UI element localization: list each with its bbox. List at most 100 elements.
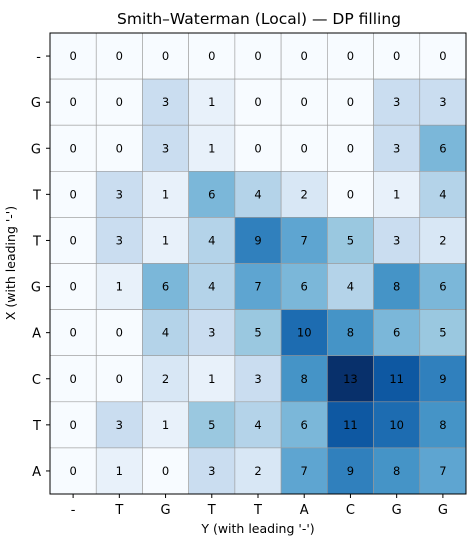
cell-value-label: 1	[393, 187, 400, 201]
cell-value-label: 1	[162, 233, 169, 247]
heatmap-cell	[234, 124, 282, 172]
heatmap-cell	[188, 401, 236, 449]
y-axis-ticks: - G G T T G A C T A	[31, 50, 50, 480]
cell-value-label: 0	[69, 464, 76, 478]
y-tick-label: T	[32, 234, 41, 249]
heatmap-cell	[419, 78, 467, 126]
heatmap-cell	[49, 447, 97, 495]
x-tick-label: -	[71, 503, 76, 518]
cell-value-label: 3	[393, 141, 400, 155]
cell-value-label: 1	[162, 187, 169, 201]
y-tick-label: A	[32, 327, 41, 342]
cell-value-label: 0	[254, 49, 261, 63]
heatmap-cell	[49, 32, 97, 80]
cell-value-label: 0	[347, 141, 354, 155]
heatmap-cell	[142, 78, 189, 126]
x-tick-label: G	[392, 503, 402, 518]
heatmap-cell	[373, 447, 421, 495]
cell-value-label: 8	[347, 326, 354, 340]
heatmap-cell	[188, 263, 236, 310]
cell-value-label: 9	[254, 233, 261, 247]
heatmap-cell	[327, 124, 374, 172]
x-tick-label: A	[300, 503, 309, 518]
cell-value-label: 7	[439, 464, 446, 478]
cell-value-label: 0	[439, 49, 446, 63]
heatmap-cell	[49, 263, 97, 310]
cell-value-label: 8	[439, 418, 446, 432]
x-tick-label: T	[253, 503, 262, 518]
cell-value-label: 8	[301, 372, 308, 386]
cell-value-label: 3	[116, 233, 123, 247]
cell-value-label: 2	[301, 187, 308, 201]
cell-value-label: 11	[389, 372, 404, 386]
cell-value-label: 2	[162, 372, 169, 386]
heatmap-cell	[280, 263, 328, 310]
cell-value-label: 9	[439, 372, 446, 386]
heatmap-cell	[280, 447, 328, 495]
cell-value-label: 3	[393, 95, 400, 109]
cell-value-label: 0	[69, 233, 76, 247]
y-tick-label: T	[32, 419, 41, 434]
cell-value-label: 4	[254, 187, 261, 201]
heatmap-cell	[95, 447, 143, 495]
cell-value-label: 0	[347, 187, 354, 201]
cell-value-label: 5	[208, 418, 215, 432]
heatmap-cell	[142, 355, 189, 403]
cell-value-label: 6	[208, 187, 215, 201]
heatmap-cell	[49, 309, 97, 357]
cell-value-label: 0	[116, 95, 123, 109]
cell-value-label: 6	[301, 280, 308, 294]
cell-value-label: 0	[116, 49, 123, 63]
heatmap-cell	[188, 32, 236, 80]
cell-value-label: 0	[69, 326, 76, 340]
heatmap-cell	[234, 78, 282, 126]
cell-value-label: 4	[208, 233, 215, 247]
heatmap-cell	[419, 171, 467, 218]
heatmap-cell	[95, 309, 143, 357]
cell-value-label: 0	[69, 95, 76, 109]
heatmap-cell	[49, 401, 97, 449]
x-axis-label: Y (with leading '-')	[200, 521, 314, 536]
cell-value-label: 3	[162, 95, 169, 109]
cell-value-label: 6	[301, 418, 308, 432]
cell-value-label: 11	[343, 418, 358, 432]
heatmap-cell	[142, 124, 189, 172]
heatmap-cell	[49, 217, 97, 264]
cell-value-label: 4	[162, 326, 169, 340]
heatmap-cell	[142, 217, 189, 264]
cell-value-label: 0	[116, 326, 123, 340]
heatmap-cell	[142, 447, 189, 495]
cell-value-label: 3	[116, 187, 123, 201]
heatmap-cell	[419, 124, 467, 172]
y-tick-label: -	[36, 50, 41, 65]
cell-value-label: 3	[254, 372, 261, 386]
cell-value-label: 0	[347, 95, 354, 109]
heatmap-cell	[188, 78, 236, 126]
heatmap-cell	[327, 217, 374, 264]
cell-value-label: 0	[69, 49, 76, 63]
cell-value-label: 5	[347, 233, 354, 247]
chart-title: Smith–Waterman (Local) — DP filling	[117, 10, 401, 28]
heatmap-cell	[373, 32, 421, 80]
x-tick-label: T	[114, 503, 123, 518]
heatmap-cell	[419, 355, 467, 403]
cell-value-label: 8	[393, 280, 400, 294]
cell-value-label: 7	[301, 464, 308, 478]
cell-value-label: 0	[254, 95, 261, 109]
heatmap-cell	[95, 171, 143, 218]
y-tick-label: T	[32, 188, 41, 203]
heatmap-cell	[280, 32, 328, 80]
cell-value-label: 3	[208, 326, 215, 340]
cell-value-label: 8	[393, 464, 400, 478]
cell-value-label: 3	[162, 141, 169, 155]
cell-value-label: 0	[162, 464, 169, 478]
heatmap-cell	[188, 217, 236, 264]
cell-value-label: 6	[439, 280, 446, 294]
heatmap-cell	[95, 263, 143, 310]
cell-value-label: 4	[439, 187, 446, 201]
heatmap-cell	[327, 78, 374, 126]
heatmap-cells: 0 0 0 0 0 0 0 0 00 0 3 1 0 0 0 3 30 0 3 1 0 0 0 3 60 3 1 6 4 2 0 1 40 3 1 4…	[49, 32, 467, 495]
heatmap-cell	[49, 171, 97, 218]
cell-value-label: 1	[208, 95, 215, 109]
